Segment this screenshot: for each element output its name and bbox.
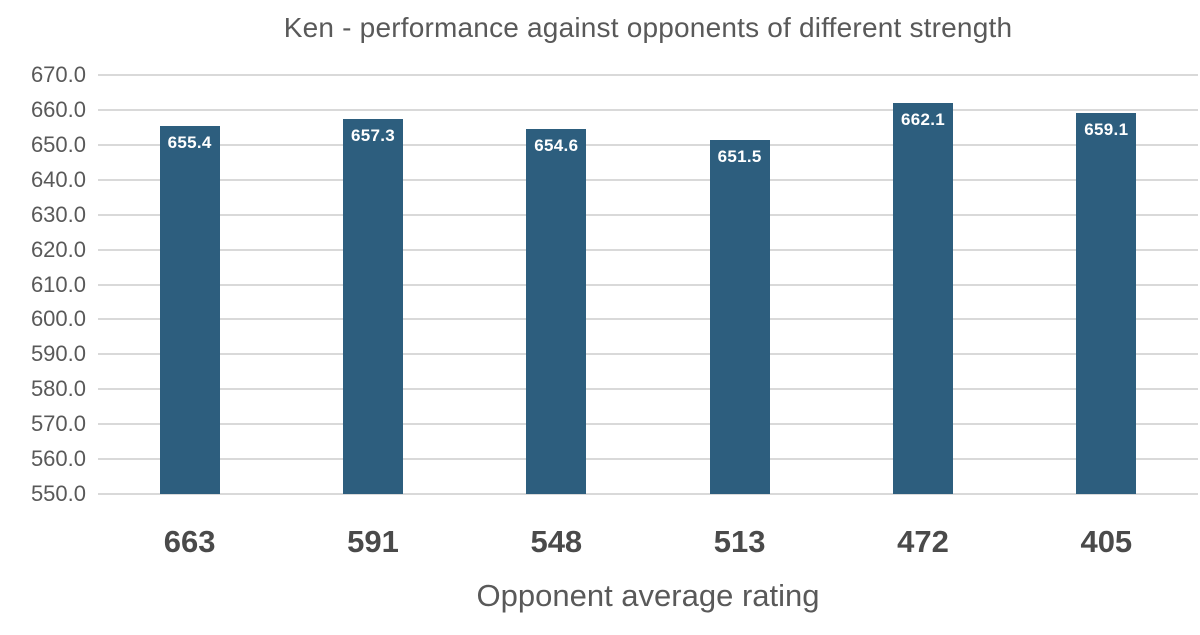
chart-title: Ken - performance against opponents of d… <box>283 12 1013 43</box>
gridline <box>98 108 1198 111</box>
gridline <box>98 458 1198 461</box>
bar: 654.6 <box>526 128 587 494</box>
y-tick-label: 550.0 <box>30 481 86 506</box>
gridline <box>98 423 1198 426</box>
y-tick-label: 600.0 <box>30 306 86 332</box>
bar-value-label: 655.4 <box>167 132 212 152</box>
y-tick-label: 620.0 <box>30 236 86 262</box>
gridline <box>98 318 1198 321</box>
y-tick-label: 610.0 <box>30 271 86 297</box>
x-tick-label: 548 <box>530 524 583 559</box>
gridline <box>98 388 1198 391</box>
y-tick-label: 590.0 <box>30 341 86 367</box>
gridline <box>98 283 1198 286</box>
bar: 659.1 <box>1076 113 1137 494</box>
x-tick-label: 472 <box>897 524 949 559</box>
bar: 651.5 <box>709 139 770 494</box>
bar-value-label: 651.5 <box>717 146 762 166</box>
x-tick-label: 513 <box>713 524 766 559</box>
y-tick-label: 560.0 <box>30 446 86 472</box>
x-axis-title: Opponent average rating <box>476 578 820 613</box>
y-tick-label: 670.0 <box>30 62 86 87</box>
bar: 655.4 <box>159 125 220 494</box>
y-tick-label: 580.0 <box>30 376 86 402</box>
gridline <box>98 74 1198 76</box>
x-tick-label: 663 <box>163 524 216 559</box>
bar-value-label: 659.1 <box>1084 120 1129 140</box>
y-tick-label: 650.0 <box>30 131 86 157</box>
y-tick-label: 570.0 <box>30 411 86 437</box>
bar: 657.3 <box>343 119 403 494</box>
plot-area: 655.4 657.3 654.6 651.5 662.1 659.1 <box>98 74 1198 495</box>
gridline <box>98 493 1198 495</box>
x-tick-label: 405 <box>1080 524 1133 559</box>
y-tick-label: 640.0 <box>30 166 86 192</box>
x-tick-label: 591 <box>347 524 399 559</box>
gridline <box>98 143 1198 146</box>
bar: 662.1 <box>893 102 953 494</box>
bar-value-label: 662.1 <box>900 109 946 129</box>
y-tick-label: 630.0 <box>30 201 86 227</box>
gridline <box>98 213 1198 216</box>
bar-value-label: 657.3 <box>350 126 396 146</box>
gridline <box>98 178 1198 181</box>
gridline <box>98 248 1198 251</box>
bar-value-label: 654.6 <box>534 135 579 155</box>
y-tick-label: 660.0 <box>30 96 86 122</box>
gridline <box>98 353 1198 356</box>
